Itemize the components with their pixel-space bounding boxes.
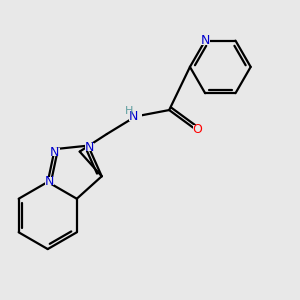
Text: N: N: [45, 175, 54, 188]
Text: H: H: [124, 106, 133, 116]
Text: O: O: [192, 123, 202, 136]
Bar: [129, 112, 142, 121]
Text: N: N: [50, 146, 59, 159]
Bar: [44, 178, 54, 185]
Text: N: N: [200, 34, 210, 47]
Bar: [200, 37, 210, 45]
Text: N: N: [129, 110, 138, 123]
Bar: [50, 148, 59, 156]
Bar: [193, 125, 202, 133]
Bar: [85, 143, 94, 151]
Text: N: N: [85, 141, 94, 154]
